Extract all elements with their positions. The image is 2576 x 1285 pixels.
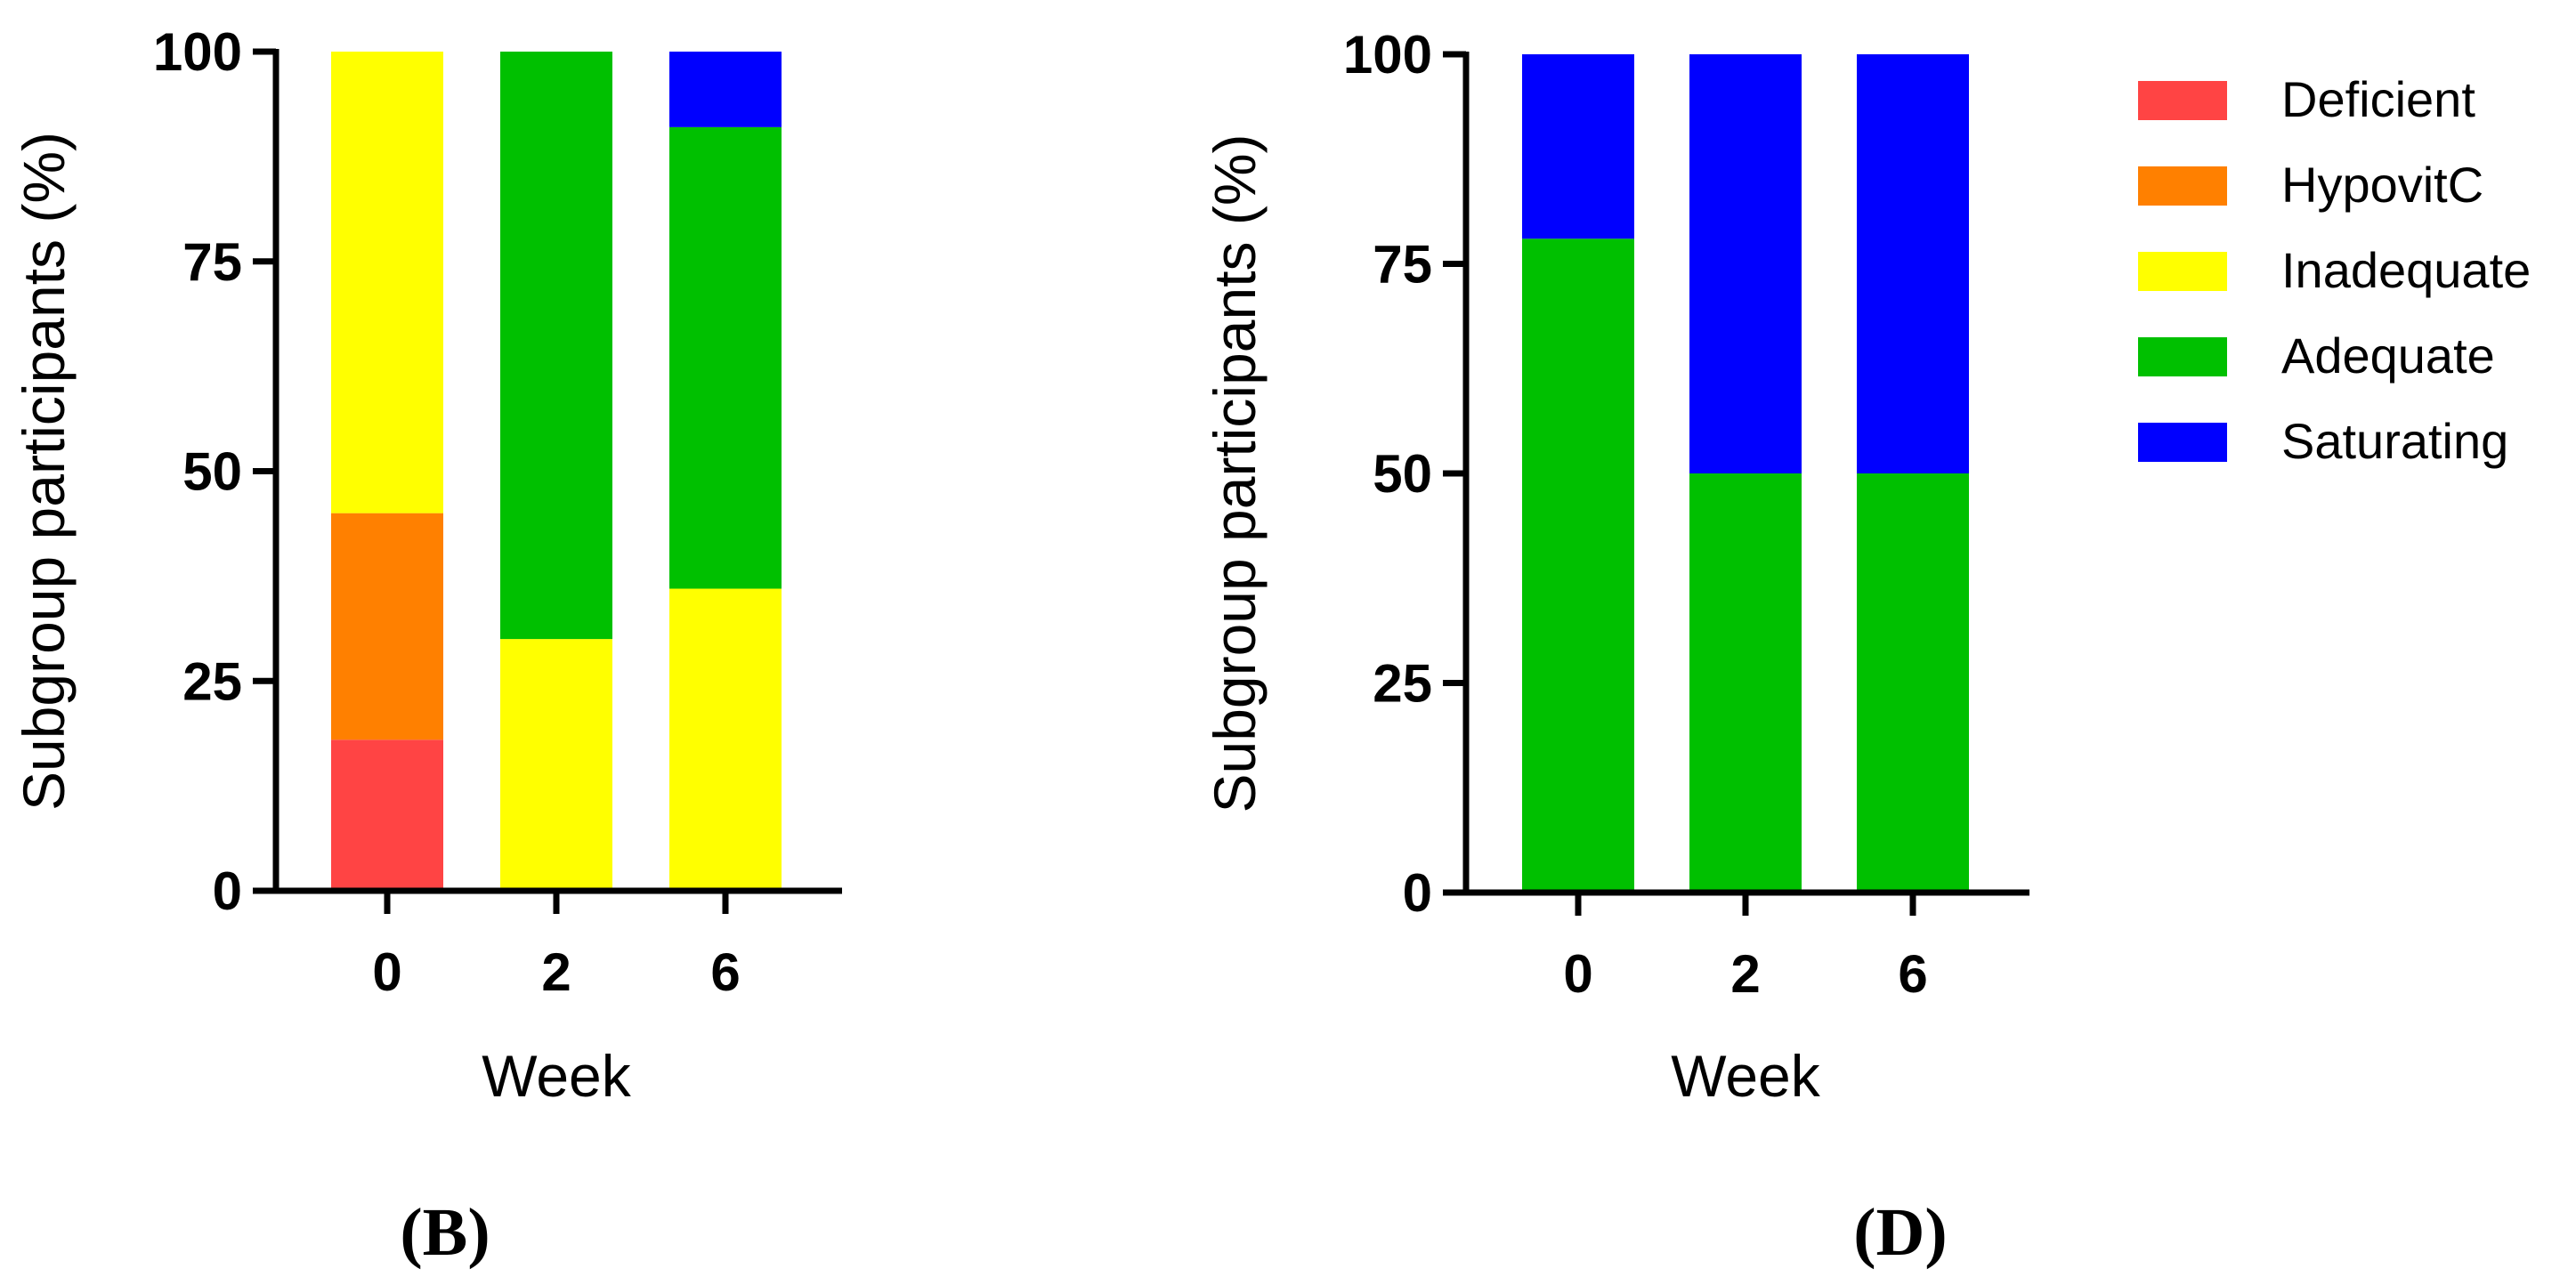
legend-label-adequate: Adequate	[2281, 327, 2495, 384]
bar-inadequate-week-6	[669, 588, 782, 891]
x-tick-label-6: 6	[1898, 944, 1927, 1004]
legend-swatch-adequate	[2138, 337, 2227, 376]
x-tick-label-0: 0	[372, 942, 401, 1002]
bar-deficient-week-0	[331, 739, 443, 891]
panel-label: (B)	[400, 1195, 490, 1270]
legend-swatch-deficient	[2138, 81, 2227, 120]
bar-inadequate-week-2	[500, 639, 612, 891]
bar-saturating-week-6	[1857, 54, 1969, 473]
legend-label-saturating: Saturating	[2281, 413, 2508, 469]
x-tick-label-2: 2	[541, 942, 571, 1002]
y-tick-label-100: 100	[1343, 25, 1432, 85]
bar-saturating-week-2	[1689, 54, 1802, 473]
x-tick-label-6: 6	[710, 942, 740, 1002]
y-tick-label-25: 25	[1373, 654, 1432, 714]
legend-swatch-hypovitc	[2138, 166, 2227, 206]
legend: Deficient HypovitC Inadequate Adequate Satur…	[2138, 71, 2531, 469]
y-tick-label-50: 50	[1373, 444, 1432, 504]
bar-adequate-week-2	[1689, 473, 1802, 893]
y-tick-label-25: 25	[182, 651, 242, 711]
bar-saturating-week-6	[669, 52, 782, 127]
chart-panel-b: 0 25 50 75 100 0 2 6 Subgroup participants (%) We…	[11, 22, 842, 1270]
bar-adequate-week-6	[669, 126, 782, 589]
legend-label-inadequate: Inadequate	[2281, 242, 2531, 298]
y-axis-title: Subgroup participants (%)	[1202, 133, 1268, 812]
y-tick-label-100: 100	[153, 22, 242, 82]
chart-panel-d: 0 25 50 75 100 0 2 6 Subgroup participants (%) We…	[1202, 25, 2029, 1270]
x-tick-label-2: 2	[1730, 944, 1760, 1004]
x-axis-title: Week	[482, 1043, 632, 1109]
bar-adequate-week-0	[1522, 238, 1634, 893]
x-tick-label-0: 0	[1563, 944, 1592, 1004]
y-tick-label-75: 75	[1373, 235, 1432, 295]
x-axis-title: Week	[1671, 1043, 1821, 1109]
panel-label: (D)	[1853, 1195, 1948, 1270]
bar-inadequate-week-0	[331, 52, 443, 513]
y-tick-label-0: 0	[1403, 863, 1432, 923]
legend-label-hypovitc: HypovitC	[2281, 157, 2483, 213]
legend-swatch-saturating	[2138, 423, 2227, 462]
y-axis-title: Subgroup participants (%)	[11, 132, 77, 811]
bar-saturating-week-0	[1522, 54, 1634, 239]
legend-swatch-inadequate	[2138, 252, 2227, 291]
y-tick-label-75: 75	[182, 232, 242, 292]
bar-adequate-week-2	[500, 52, 612, 640]
bar-adequate-week-6	[1857, 473, 1969, 893]
y-tick-label-0: 0	[213, 861, 242, 921]
bar-hypovitc-week-0	[331, 513, 443, 740]
y-tick-label-50: 50	[182, 442, 242, 502]
legend-label-deficient: Deficient	[2281, 71, 2475, 127]
